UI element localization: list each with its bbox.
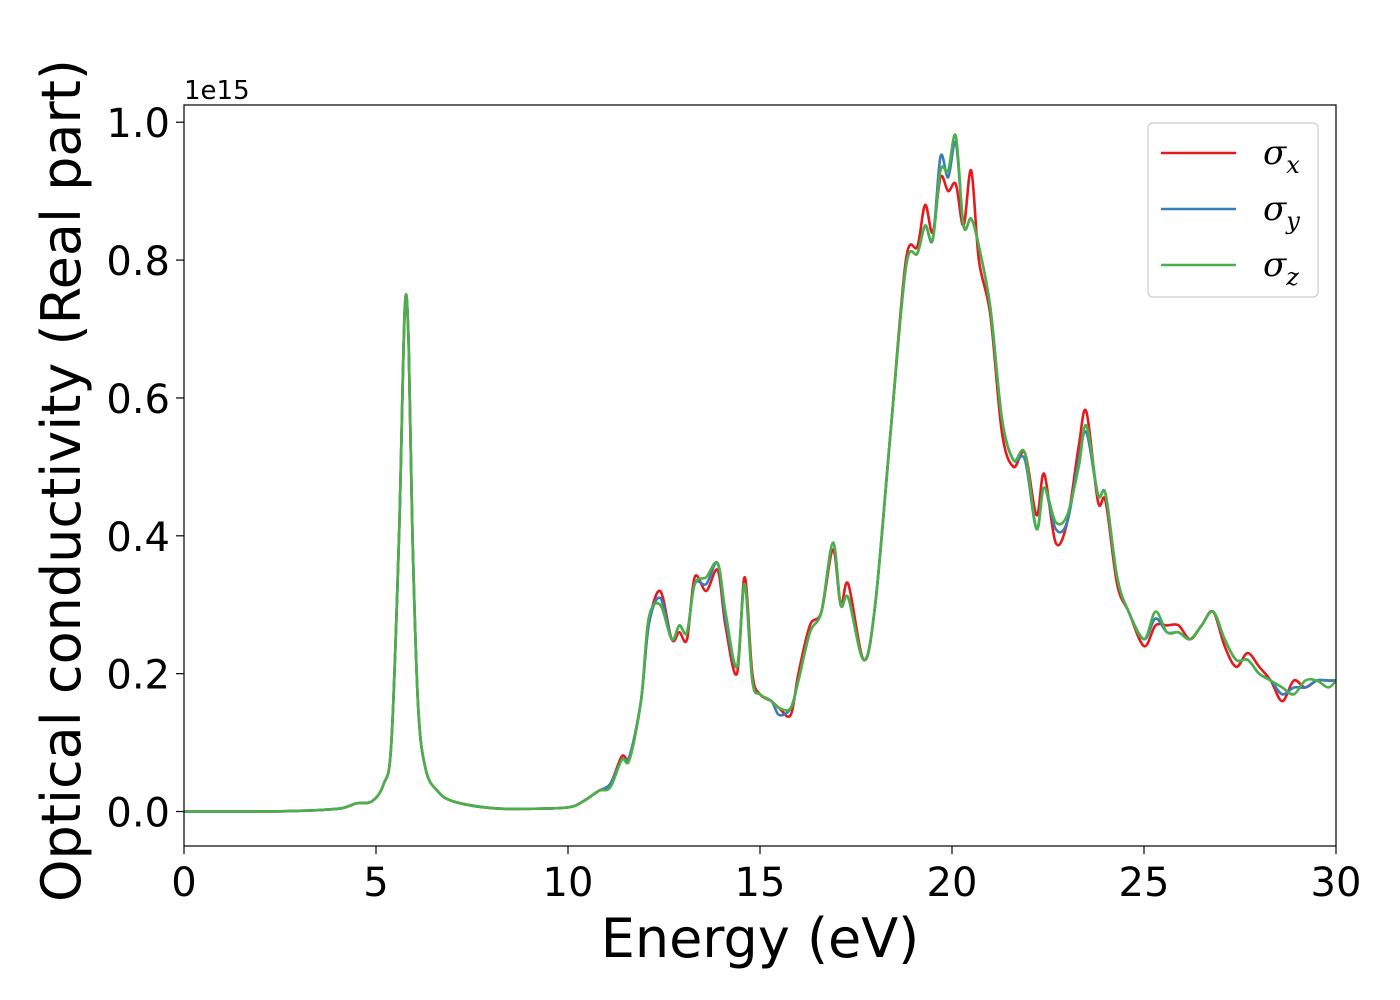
- y-axis-label: Optical conductivity (Real part): [30, 59, 93, 902]
- x-tick-label: 10: [543, 860, 594, 906]
- series-layer: [184, 133, 1336, 813]
- x-tick-label: 0: [171, 860, 196, 906]
- ticks-layer: 0 5 10 15 20 25 30 0.0 0.2 0.4 0.6 0.8 1.0: [106, 101, 1361, 906]
- series-line-z: [184, 133, 1336, 813]
- legend-label-x: σx: [1263, 133, 1300, 179]
- y-tick-label: 0.4: [106, 515, 170, 561]
- x-tick-label: 30: [1311, 860, 1362, 906]
- y-tick-label: 0.8: [106, 239, 170, 285]
- y-tick-label: 0.0: [106, 791, 170, 837]
- y-tick-label: 0.6: [106, 377, 170, 423]
- legend-label-y: σy: [1263, 189, 1300, 235]
- x-tick-label: 25: [1119, 860, 1170, 906]
- legend-label-z: σz: [1263, 245, 1299, 291]
- legend: σx σy σz: [1147, 122, 1319, 298]
- y-tick-label: 1.0: [106, 101, 170, 147]
- x-axis-label: Energy (eV): [601, 907, 920, 970]
- legend-entries: σx σy σz: [1161, 133, 1300, 291]
- x-tick-label: 20: [927, 860, 978, 906]
- x-tick-label: 15: [735, 860, 786, 906]
- y-tick-label: 0.2: [106, 653, 170, 699]
- y-offset-label: 1e15: [184, 76, 250, 106]
- x-tick-label: 5: [363, 860, 388, 906]
